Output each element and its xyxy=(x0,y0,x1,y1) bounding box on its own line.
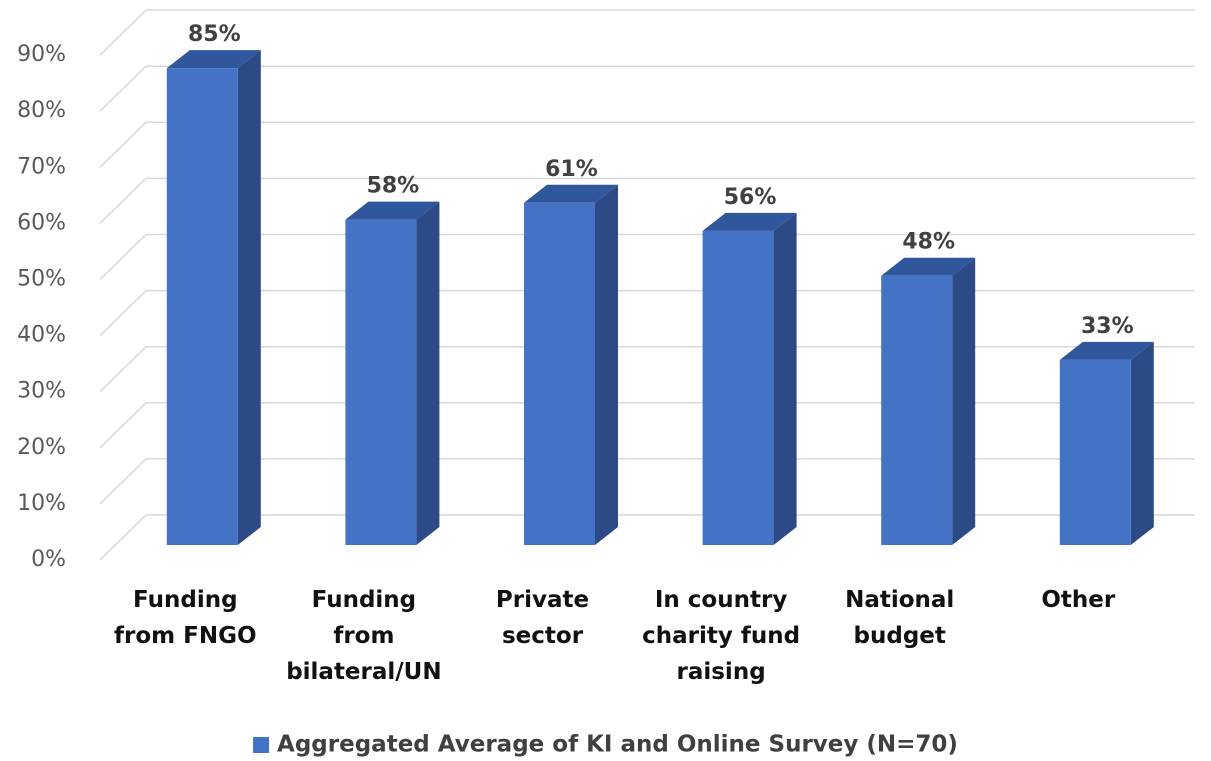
bar-top xyxy=(524,184,618,203)
x-tick-line: Other xyxy=(1041,587,1116,613)
grid-line xyxy=(99,345,1195,393)
bar xyxy=(166,68,238,546)
legend-swatch xyxy=(253,737,270,753)
y-tick-label: 90% xyxy=(17,42,66,67)
data-label: 61% xyxy=(545,157,598,182)
grid-line xyxy=(99,177,1195,224)
y-tick-label: 30% xyxy=(17,379,66,404)
y-tick-label: 50% xyxy=(17,267,66,292)
y-tick-label: 10% xyxy=(17,491,66,516)
grid-line xyxy=(99,233,1195,281)
data-label: 56% xyxy=(724,185,777,210)
bar-side xyxy=(416,201,440,545)
x-tick-line: bilateral/UN xyxy=(286,659,441,685)
bar-top xyxy=(345,201,440,220)
bar xyxy=(1059,359,1131,545)
y-tick-label: 40% xyxy=(17,323,66,348)
x-tick-label: Other xyxy=(1041,587,1116,613)
grid-line xyxy=(99,514,1195,561)
legend-label: Aggregated Average of KI and Online Surv… xyxy=(277,732,958,758)
x-tick-label: Funding from bilateral/UN xyxy=(286,587,441,685)
data-label: 58% xyxy=(367,174,420,199)
bar xyxy=(345,219,417,545)
y-tick-label: 20% xyxy=(17,435,66,460)
x-tick-line: Funding xyxy=(312,587,417,613)
bar-side xyxy=(952,257,976,545)
y-tick-label: 80% xyxy=(17,98,66,123)
bar-side xyxy=(237,50,261,546)
x-tick-label: Funding from FNGO xyxy=(114,587,257,649)
bar xyxy=(524,202,595,546)
x-tick-line: Funding xyxy=(133,587,238,613)
x-tick-line: National xyxy=(845,587,954,613)
y-tick-label: 60% xyxy=(17,210,66,235)
x-tick-label: National budget xyxy=(845,587,954,649)
grid-line xyxy=(99,9,1195,56)
bar-top xyxy=(702,212,797,231)
grid-line xyxy=(99,65,1195,112)
x-tick-line: In country xyxy=(655,587,787,613)
bar-top xyxy=(166,50,261,69)
y-tick-label: 70% xyxy=(17,154,66,179)
bar-top xyxy=(881,257,976,276)
x-tick-label: In country charity fund raising xyxy=(642,587,800,685)
grid-line xyxy=(99,402,1195,449)
x-tick-line: sector xyxy=(502,623,584,649)
bar-side xyxy=(595,184,618,546)
grid-line xyxy=(99,458,1195,505)
x-tick-line: charity fund xyxy=(642,623,800,649)
grid-line xyxy=(99,289,1195,337)
bar xyxy=(881,275,953,545)
bar-top xyxy=(1059,341,1154,360)
x-tick-label: Private sector xyxy=(496,587,589,649)
data-label: 33% xyxy=(1081,314,1134,339)
x-tick-line: Private xyxy=(496,587,589,613)
x-tick-line: raising xyxy=(677,659,766,685)
x-tick-line: budget xyxy=(854,623,946,649)
grid-line xyxy=(99,121,1195,168)
bar-side xyxy=(773,212,797,545)
x-tick-line: from xyxy=(333,623,394,649)
x-tick-line: from FNGO xyxy=(114,623,257,649)
data-label: 85% xyxy=(188,22,241,47)
y-tick-label: 0% xyxy=(31,547,66,572)
data-label: 48% xyxy=(902,230,955,255)
bar xyxy=(702,230,774,545)
bar-side xyxy=(1130,341,1154,545)
